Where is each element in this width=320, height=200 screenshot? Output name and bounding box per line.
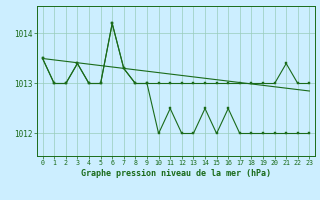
X-axis label: Graphe pression niveau de la mer (hPa): Graphe pression niveau de la mer (hPa) — [81, 169, 271, 178]
